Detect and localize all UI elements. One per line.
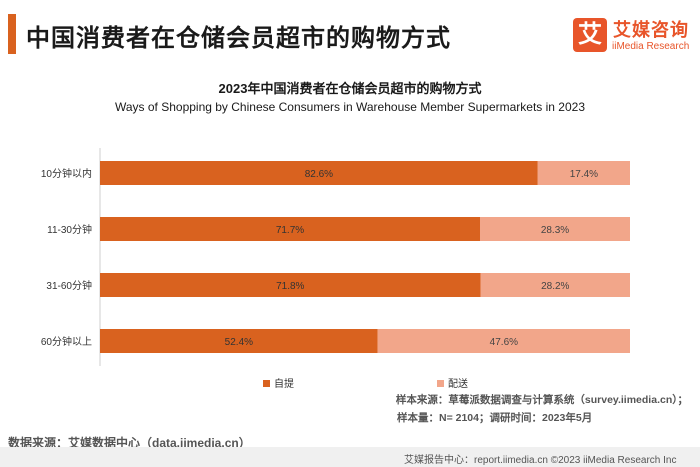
data-label: 47.6% [490,337,518,348]
data-source: 数据来源：艾媒数据中心（data.iimedia.cn） [8,436,251,450]
category-label: 10分钟以内 [41,167,92,180]
data-label: 71.7% [276,225,304,236]
legend-label: 自提 [274,377,294,390]
chart-title: 2023年中国消费者在仓储会员超市的购物方式 [218,81,482,96]
logo-mark: 艾 [573,18,607,52]
data-label: 28.3% [541,225,569,236]
legend-swatch [263,380,270,387]
chart-subtitle: Ways of Shopping by Chinese Consumers in… [114,100,585,114]
legend-label: 配送 [448,377,468,390]
bar-pickup [100,161,538,185]
sample-source: 样本来源：草莓派数据调查与计算系统（survey.iimedia.cn）； [395,394,688,406]
category-label: 60分钟以上 [41,335,92,348]
legend-swatch [437,380,444,387]
bar-delivery [537,161,630,185]
sample-size: 样本量：N= 2104；调研时间：2023年5月 [397,412,593,424]
data-label: 28.2% [541,281,569,292]
logo-text-en: iiMedia Research [612,41,690,52]
data-label: 17.4% [570,169,598,180]
bar-delivery [480,217,630,241]
bar-pickup [100,217,481,241]
category-label: 11-30分钟 [47,223,92,236]
bar-pickup [100,329,378,353]
bar-delivery [480,273,630,297]
footer-band [0,447,700,467]
data-label: 71.8% [276,281,304,292]
title-accent-bar [8,14,16,54]
bar-pickup [100,273,481,297]
page-title: 中国消费者在仓储会员超市的购物方式 [26,25,451,52]
logo-text-cn: 艾媒咨询 [613,20,689,40]
category-label: 31-60分钟 [46,279,92,292]
data-label: 82.6% [305,169,333,180]
footer-text: 艾媒报告中心：report.iimedia.cn ©2023 iiMedia R… [404,455,677,466]
bar-delivery [377,329,630,353]
data-label: 52.4% [225,337,253,348]
